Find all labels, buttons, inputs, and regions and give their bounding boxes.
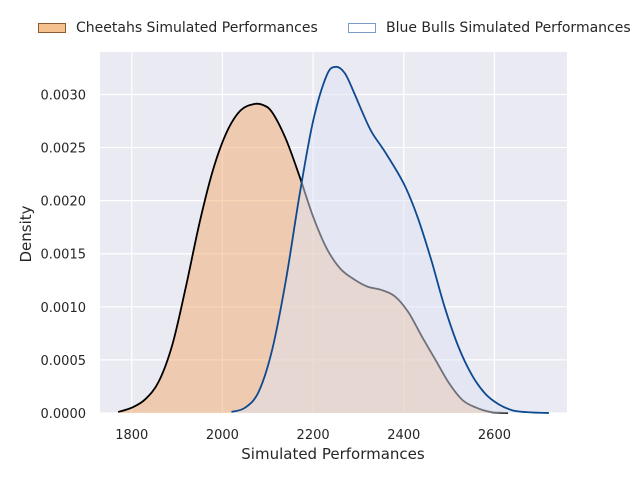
x-tick-label: 2400 xyxy=(387,428,420,443)
y-tick-label: 0.0025 xyxy=(41,142,87,157)
density-line-blue-bulls xyxy=(231,65,549,414)
legend-item-blue-bulls: Blue Bulls Simulated Performances xyxy=(348,20,631,36)
legend-swatch-blue-bulls xyxy=(348,23,376,33)
legend: Cheetahs Simulated Performances Blue Bul… xyxy=(0,20,640,42)
legend-label-blue-bulls: Blue Bulls Simulated Performances xyxy=(386,20,631,36)
legend-swatch-cheetahs xyxy=(38,23,66,33)
y-axis-label: Density xyxy=(17,205,35,262)
y-tick-label: 0.0015 xyxy=(41,248,87,263)
x-tick-label: 2600 xyxy=(478,428,511,443)
y-tick-labels: 0.0000 0.0005 0.0010 0.0015 0.0020 0.0025 0.00… xyxy=(41,88,87,422)
density-area-blue-bulls xyxy=(231,66,549,413)
y-tick-label: 0.0010 xyxy=(41,301,87,316)
x-tick-label: 1800 xyxy=(115,428,148,443)
y-tick-label: 0.0000 xyxy=(41,407,87,422)
x-tick-label: 2000 xyxy=(206,428,239,443)
y-tick-label: 0.0005 xyxy=(41,354,87,369)
x-tick-labels: 1800 2000 2200 2400 2600 xyxy=(115,428,511,443)
y-tick-label: 0.0030 xyxy=(41,88,87,103)
legend-label-cheetahs: Cheetahs Simulated Performances xyxy=(76,20,318,36)
y-tick-label: 0.0020 xyxy=(41,195,87,210)
series-layer xyxy=(117,65,549,414)
x-tick-label: 2200 xyxy=(297,428,330,443)
legend-item-cheetahs: Cheetahs Simulated Performances xyxy=(38,20,318,36)
x-axis-label: Simulated Performances xyxy=(241,445,425,463)
